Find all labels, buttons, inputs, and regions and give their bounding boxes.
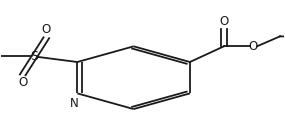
Text: S: S (30, 50, 38, 63)
Text: O: O (18, 76, 27, 89)
Text: O: O (219, 15, 229, 28)
Text: O: O (249, 40, 258, 53)
Text: N: N (70, 97, 78, 110)
Text: O: O (42, 23, 51, 36)
